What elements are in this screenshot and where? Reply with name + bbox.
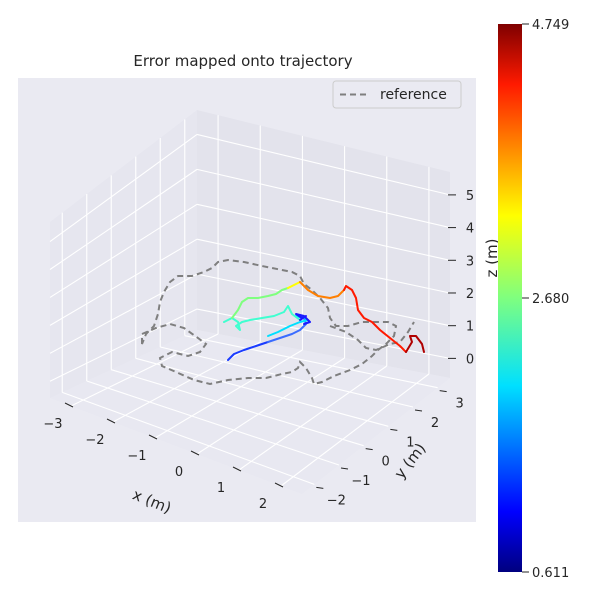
grid-line-z	[49, 238, 198, 326]
colorbar-min-label: 0.611	[532, 566, 569, 581]
trajectory-segment	[227, 341, 269, 361]
x-tick	[106, 418, 116, 424]
grid-line-z	[196, 133, 451, 196]
x-tick	[64, 402, 74, 408]
y-tick-label: 1	[406, 435, 414, 450]
x-tick	[274, 482, 284, 488]
y-tick-label: −1	[351, 474, 370, 489]
y-tick	[340, 467, 349, 470]
grid-line-y	[160, 346, 414, 408]
colorbar-max-label: 4.749	[532, 18, 569, 33]
trajectory-segment	[295, 313, 311, 325]
x-tick	[232, 466, 242, 472]
z-axis-label: z (m)	[483, 239, 501, 278]
z-tick-label: 4	[466, 222, 474, 237]
x-axis-ticks: −3 −2 −1 0 1 2	[43, 402, 284, 512]
reference-trajectory	[141, 258, 398, 386]
y-tick	[414, 409, 423, 412]
grid-line-z	[196, 238, 451, 294]
y-tick	[316, 486, 324, 489]
x-tick-label: −2	[85, 433, 104, 448]
grid-line-z	[49, 168, 198, 270]
trajectory-segment	[223, 305, 301, 331]
grid-line-x	[154, 349, 303, 439]
legend-frame	[332, 80, 462, 109]
grid-line-y	[62, 391, 315, 485]
error-trajectory	[223, 281, 425, 361]
y-tick-label: −2	[327, 493, 346, 508]
y-tick	[365, 448, 373, 451]
legend-reference-label: reference	[380, 87, 447, 103]
x-tick-label: 2	[259, 497, 267, 512]
colorbar-gradient	[498, 24, 522, 572]
y-axis-ticks: −2 −1 0 1 2 3	[316, 390, 464, 508]
chart-title: Error mapped onto trajectory	[133, 52, 352, 70]
grid-line-z	[196, 273, 451, 327]
colorbar-mid-label: 2.680	[532, 292, 569, 307]
grid-line-x	[196, 357, 345, 455]
trajectory-segment	[287, 281, 301, 289]
grid-line-y	[111, 369, 364, 447]
grid-line-z	[196, 203, 451, 261]
grid-line-z	[49, 133, 198, 243]
x-tick-label: −3	[43, 417, 62, 432]
grid-line-x	[280, 373, 430, 487]
grid-lines	[49, 115, 451, 487]
x-tick	[190, 450, 200, 456]
y-tick-label: 3	[456, 397, 464, 412]
z-tick-label: 0	[466, 352, 474, 367]
trajectory-segment	[405, 335, 425, 353]
reference-trajectory-branch	[329, 321, 415, 352]
grid-line-z	[196, 168, 451, 229]
grid-line-z	[49, 308, 198, 382]
trajectory-segment	[231, 287, 289, 319]
z-tick-label: 3	[466, 254, 474, 269]
grid-line-x	[70, 333, 219, 407]
z-tick-label: 5	[466, 189, 474, 204]
z-tick-label: 1	[466, 320, 474, 335]
x-tick	[148, 434, 158, 440]
y-tick	[390, 428, 398, 431]
grid-line-x	[238, 365, 388, 471]
z-tick-label: 2	[466, 287, 474, 302]
y-tick	[439, 390, 447, 393]
z-axis-ticks: 0 1 2 3 4 5	[448, 189, 474, 367]
legend: reference	[332, 80, 462, 109]
x-tick-label: 0	[175, 465, 183, 480]
colorbar: 4.749 2.680 0.611	[498, 18, 569, 581]
grid-line-y	[184, 335, 438, 389]
trajectory-segment	[299, 281, 345, 299]
grid-line-y	[86, 380, 340, 466]
grid-line-x	[112, 341, 261, 423]
x-tick-label: 1	[217, 481, 225, 496]
trajectory-segment	[343, 285, 407, 353]
grid-line-y	[135, 357, 389, 427]
y-tick-label: 0	[382, 455, 390, 470]
grid-line-z	[49, 203, 198, 298]
x-tick-label: −1	[127, 449, 146, 464]
grid-line-z	[49, 273, 198, 354]
y-tick-label: 2	[431, 416, 439, 431]
